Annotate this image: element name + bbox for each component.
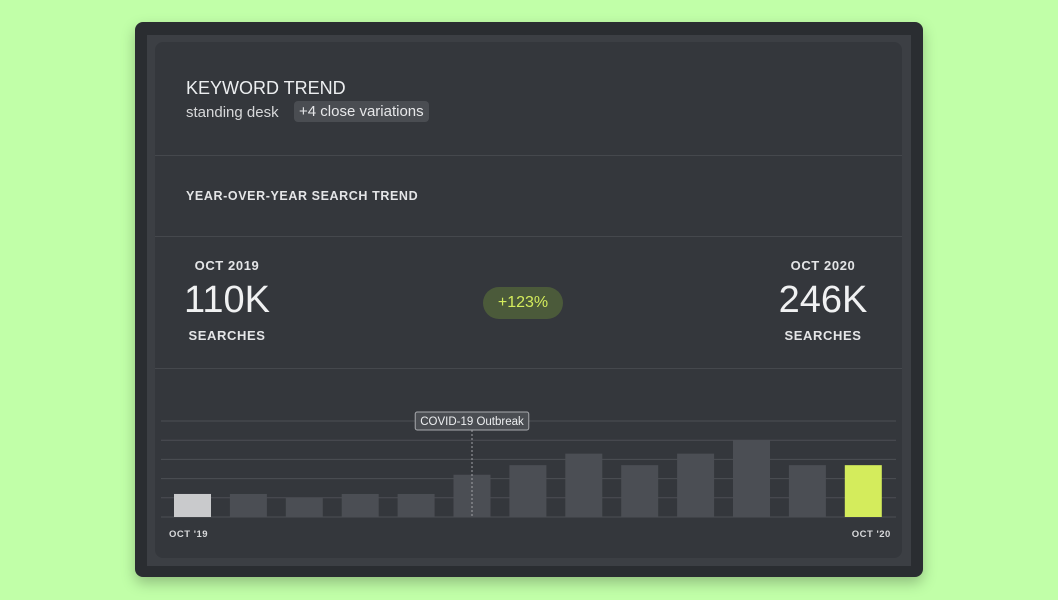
bar bbox=[788, 465, 826, 517]
stat-right: OCT 2020 246K SEARCHES bbox=[763, 258, 883, 343]
bar bbox=[285, 497, 323, 517]
divider bbox=[155, 155, 902, 156]
annotation-label: COVID-19 Outbreak bbox=[420, 416, 524, 428]
period: OCT 2019 bbox=[194, 258, 260, 273]
bar bbox=[621, 465, 659, 517]
bar bbox=[397, 493, 435, 517]
x-tick-label: OCT '20 bbox=[852, 529, 891, 540]
trend-chart: OCT '19 OCT '20 COVID-19 Outbreak bbox=[161, 411, 896, 540]
bar bbox=[229, 493, 267, 517]
x-tick-label: OCT '19 bbox=[169, 529, 208, 540]
keyword: standing desk bbox=[186, 104, 279, 121]
stat-unit: SEARCHES bbox=[188, 328, 266, 343]
bar bbox=[844, 465, 882, 517]
variations-badge[interactable]: +4 close variations bbox=[294, 101, 429, 122]
bar bbox=[341, 493, 379, 517]
bar bbox=[509, 465, 547, 517]
keyword-card: KEYWORD TREND standing desk +4 close var… bbox=[155, 42, 902, 558]
bar bbox=[174, 493, 211, 517]
stat-value: 246K bbox=[778, 279, 868, 321]
change-badge: +123% bbox=[483, 287, 563, 319]
stat-left: OCT 2019 110K SEARCHES bbox=[167, 258, 287, 343]
section-title: YEAR-OVER-YEAR SEARCH TREND bbox=[186, 189, 419, 203]
divider bbox=[155, 368, 902, 369]
annotation: COVID-19 Outbreak bbox=[414, 411, 530, 431]
divider bbox=[155, 236, 902, 237]
annotation-box bbox=[414, 411, 530, 431]
stat-unit: SEARCHES bbox=[784, 328, 862, 343]
bar bbox=[565, 453, 603, 517]
stat-value: 110K bbox=[184, 279, 270, 321]
bar bbox=[677, 453, 715, 517]
period: OCT 2020 bbox=[790, 258, 856, 273]
bar bbox=[733, 440, 770, 517]
card-title: KEYWORD TREND bbox=[186, 78, 346, 98]
